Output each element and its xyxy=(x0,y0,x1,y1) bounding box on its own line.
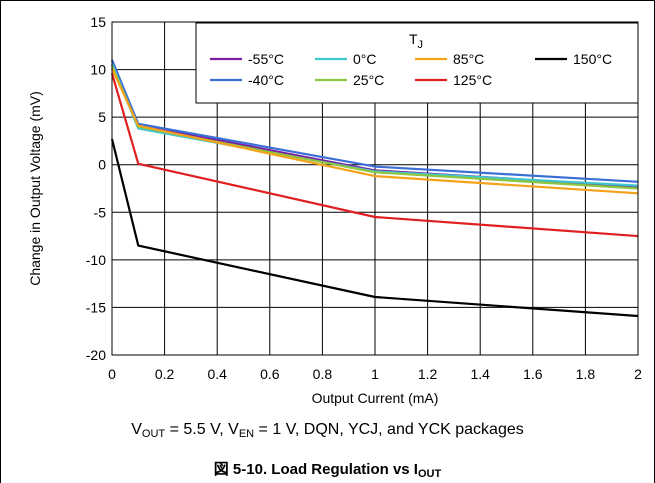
y-tick-label: 15 xyxy=(90,14,106,30)
y-tick-label: 10 xyxy=(90,62,106,78)
plot-area-border xyxy=(111,21,639,356)
frame-left-border xyxy=(0,0,1,483)
y-tick-label: 5 xyxy=(98,109,106,125)
series-line-6 xyxy=(110,138,639,318)
legend-box xyxy=(195,22,639,104)
x-tick-label: 1 xyxy=(371,366,379,382)
x-tick-label: 1.8 xyxy=(576,366,596,382)
legend-label-2: 0°C xyxy=(353,51,377,67)
x-tick-label: 0.6 xyxy=(260,366,280,382)
legend-items: -55°C -40°C 0°C 25°C 85°C 125°C 150°C xyxy=(210,51,612,88)
vout-value: = 5.5 V, V xyxy=(165,421,239,438)
legend-label-1: -40°C xyxy=(248,72,284,88)
x-tick-label: 0 xyxy=(108,366,116,382)
legend-label-6: 150°C xyxy=(573,51,612,67)
test-conditions: VOUT = 5.5 V, VEN = 1 V, DQN, YCJ, and Y… xyxy=(0,421,655,440)
y-tick-label: 0 xyxy=(98,157,106,173)
vout-subscript: OUT xyxy=(141,428,166,440)
y-tick-label: -20 xyxy=(86,347,106,363)
x-tick-label: 0.8 xyxy=(313,366,333,382)
x-axis-title: Output Current (mA) xyxy=(312,390,439,406)
y-axis-title: Change in Output Voltage (mV) xyxy=(27,91,43,286)
legend-title-sub: J xyxy=(418,39,424,51)
load-regulation-chart: 15 10 5 0 -5 -10 -15 -20 0 0.2 0.4 0.6 0.8 1 1.2 1.4 1.… xyxy=(27,14,642,406)
series-layer xyxy=(110,59,639,318)
ven-subscript: EN xyxy=(238,428,255,440)
x-tick-label: 0.2 xyxy=(155,366,175,382)
x-tick-label: 1.4 xyxy=(470,366,490,382)
caption-subscript: OUT xyxy=(417,468,442,480)
x-tick-labels: 0 0.2 0.4 0.6 0.8 1 1.2 1.4 1.6 1.8 2 xyxy=(108,366,642,382)
x-tick-label: 0.4 xyxy=(207,366,227,382)
caption-text: 図 5-10. Load Regulation vs I xyxy=(213,461,418,478)
y-tick-labels: 15 10 5 0 -5 -10 -15 -20 xyxy=(86,14,106,363)
y-tick-label: -10 xyxy=(86,252,106,268)
legend-label-5: 125°C xyxy=(453,72,492,88)
y-tick-label: -15 xyxy=(86,299,106,315)
conditions-rest: = 1 V, DQN, YCJ, and YCK packages xyxy=(254,421,524,438)
x-tick-label: 1.6 xyxy=(523,366,543,382)
x-tick-label: 2 xyxy=(634,366,642,382)
x-tick-label: 1.2 xyxy=(418,366,438,382)
frame-top-border xyxy=(0,0,655,1)
series-line-5 xyxy=(110,73,639,238)
legend-label-3: 25°C xyxy=(353,72,384,88)
y-tick-label: -5 xyxy=(94,204,107,220)
vout-symbol: V xyxy=(131,421,142,438)
legend-label-4: 85°C xyxy=(453,51,484,67)
legend-label-0: -55°C xyxy=(248,51,284,67)
figure-caption: 図 5-10. Load Regulation vs IOUT xyxy=(0,458,655,480)
series-line-4 xyxy=(111,68,639,195)
series-line-1 xyxy=(110,59,639,183)
